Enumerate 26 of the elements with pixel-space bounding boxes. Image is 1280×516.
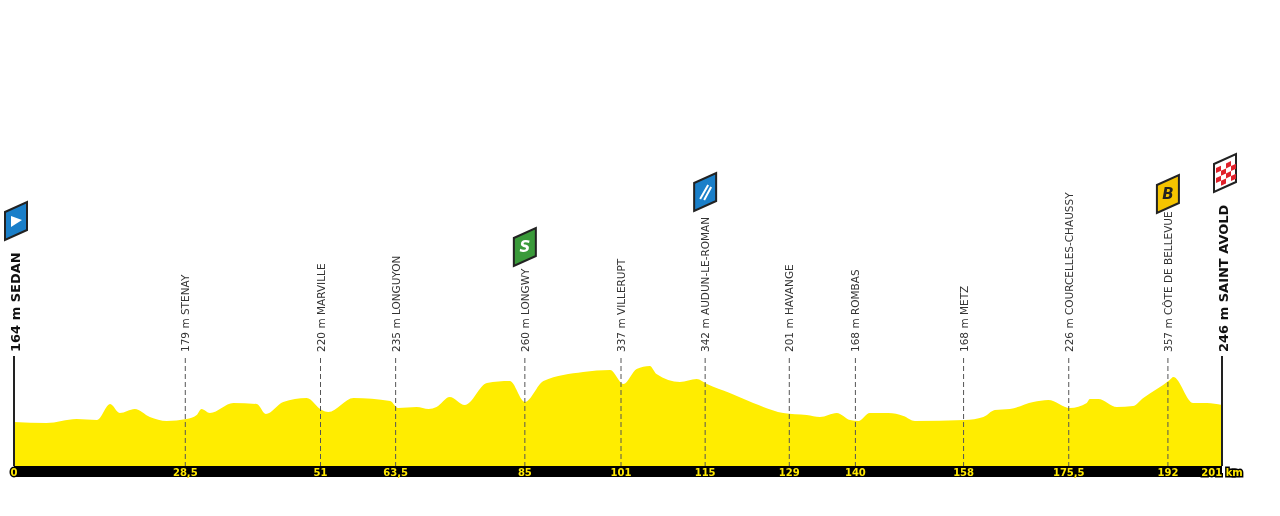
x-tick-label: 115 [694,467,716,478]
text: 168 m ROMBAS [849,269,862,352]
text: 342 m AUDUN-LE-ROMAN [699,216,712,352]
text: 179 m STENAY [179,274,192,352]
x-tick-label: 63,5 [383,467,408,478]
x-tick-label: 28,5 [172,467,198,478]
text: 168 m METZ [957,285,970,352]
text: 235 m LONGUYON [389,255,402,352]
text: 220 m MARVILLE [314,263,327,352]
x-tick-label: 192 [1157,467,1179,478]
x-tick-label: 175,5 [1052,467,1085,478]
text: 201 m HAVANGE [783,264,796,352]
x-tick-label: 140 [844,467,866,478]
text: 246 m SAINT AVOLD [1216,204,1231,352]
text: 260 m LONGWY [518,267,531,352]
x-tick-label: 85 [517,467,532,478]
x-tick-label: 129 [778,467,800,478]
x-tick-label: 101 [610,467,632,478]
x-tick-label: 158 [953,467,975,478]
text: 164 m SEDAN [8,252,23,352]
letter-badge-icon: S [512,226,537,268]
text: 337 m VILLERUPT [615,258,628,352]
x-tick-label: 201 km [1201,467,1243,478]
x-tick-label: 51 [313,467,328,478]
x-tick-label: 0 [10,467,18,478]
text: 226 m COURCELLES-CHAUSSY [1062,191,1075,352]
